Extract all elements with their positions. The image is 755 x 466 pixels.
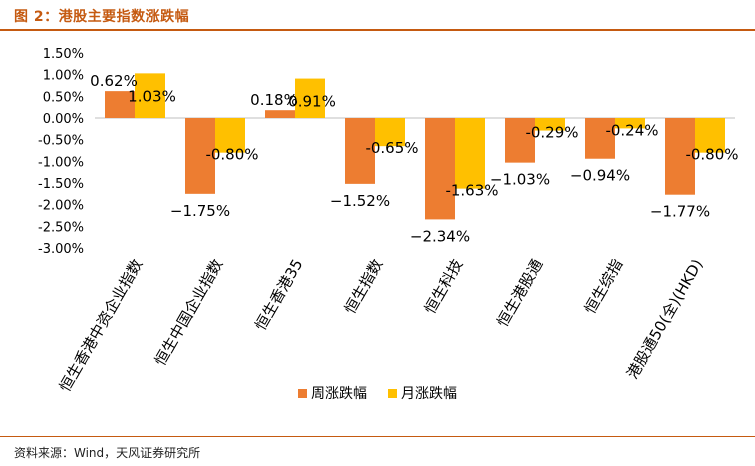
footer-rule [0, 436, 755, 437]
data-label-monthly: -0.65% [365, 139, 418, 157]
y-tick-label: -1.00% [38, 155, 84, 170]
category-label: 恒生香港35 [251, 256, 306, 333]
legend-label: 周涨跌幅 [311, 386, 367, 402]
category-label: 恒生中国企业指数 [151, 256, 227, 369]
bar-weekly [345, 118, 375, 184]
bar-weekly [665, 118, 695, 195]
y-tick-label: 0.00% [43, 112, 84, 127]
bar-monthly [215, 118, 245, 153]
data-label-monthly: -0.80% [205, 146, 258, 164]
y-tick-label: -2.50% [38, 220, 84, 235]
y-tick-label: -2.00% [38, 199, 84, 214]
data-label-monthly: -0.80% [685, 146, 738, 164]
category-label: 恒生科技 [421, 256, 467, 317]
category-label: 恒生香港中资企业指数 [56, 256, 147, 395]
bar-monthly [135, 73, 165, 118]
bar-monthly [535, 118, 565, 131]
data-label-monthly: 0.91% [288, 93, 336, 111]
legend-swatch [298, 389, 307, 398]
y-axis: 1.50% 1.00% 0.50% 0.00% -0.50% -1.00% -1.50% -2… [38, 47, 735, 257]
data-label-monthly: -0.24% [605, 121, 658, 139]
y-tick-label: 0.50% [43, 90, 84, 105]
category-label: 港股通50(全)(HKD) [623, 256, 706, 382]
bar-weekly [105, 91, 135, 118]
bar-weekly [585, 118, 615, 159]
x-labels-group: 恒生香港中资企业指数 恒生中国企业指数 恒生香港35 恒生指数 恒生科技 恒生港股通 恒生综… [56, 256, 707, 395]
bar-weekly [425, 118, 455, 220]
bar-monthly [695, 118, 725, 153]
data-label-weekly: −1.52% [330, 192, 390, 210]
data-label-monthly: -1.63% [445, 182, 498, 200]
y-tick-label: 1.00% [43, 69, 84, 84]
category-label: 恒生港股通 [493, 256, 546, 330]
data-label-weekly: 0.62% [90, 72, 138, 90]
figure-title: 图 2：港股主要指数涨跌幅 [14, 9, 190, 25]
legend-label: 月涨跌幅 [401, 386, 457, 402]
data-label-monthly: 1.03% [128, 87, 176, 105]
bar-weekly [505, 118, 535, 163]
bar-monthly [295, 78, 325, 118]
y-tick-label: -3.00% [38, 242, 84, 257]
legend: 周涨跌幅 月涨跌幅 [298, 386, 457, 402]
y-tick-label: -1.50% [38, 177, 84, 192]
category-label: 恒生指数 [341, 256, 387, 317]
y-tick-label: 1.50% [43, 47, 84, 62]
y-tick-label: -0.50% [38, 134, 84, 149]
data-label-weekly: −1.75% [170, 202, 230, 220]
data-label-weekly: −1.77% [650, 203, 710, 221]
source-note: 资料来源：Wind，天风证券研究所 [14, 446, 201, 460]
category-label: 恒生综指 [581, 256, 627, 317]
legend-swatch [388, 389, 397, 398]
data-label-monthly: -0.29% [525, 124, 578, 142]
data-label-weekly: −2.34% [410, 227, 470, 245]
bar-monthly [375, 118, 405, 147]
data-label-weekly: −0.94% [570, 167, 630, 185]
bar-monthly [615, 118, 645, 129]
data-label-weekly: −1.03% [490, 171, 550, 189]
bar-monthly [455, 118, 485, 189]
bar-weekly [185, 118, 215, 194]
bars-group [105, 73, 725, 220]
title-rule [0, 29, 755, 31]
data-label-weekly: 0.18% [250, 91, 298, 109]
bar-weekly [265, 110, 295, 118]
data-labels-group: 0.62%1.03% −1.75% -0.80% 0.18%0.91% −1.52% -0… [90, 72, 738, 245]
